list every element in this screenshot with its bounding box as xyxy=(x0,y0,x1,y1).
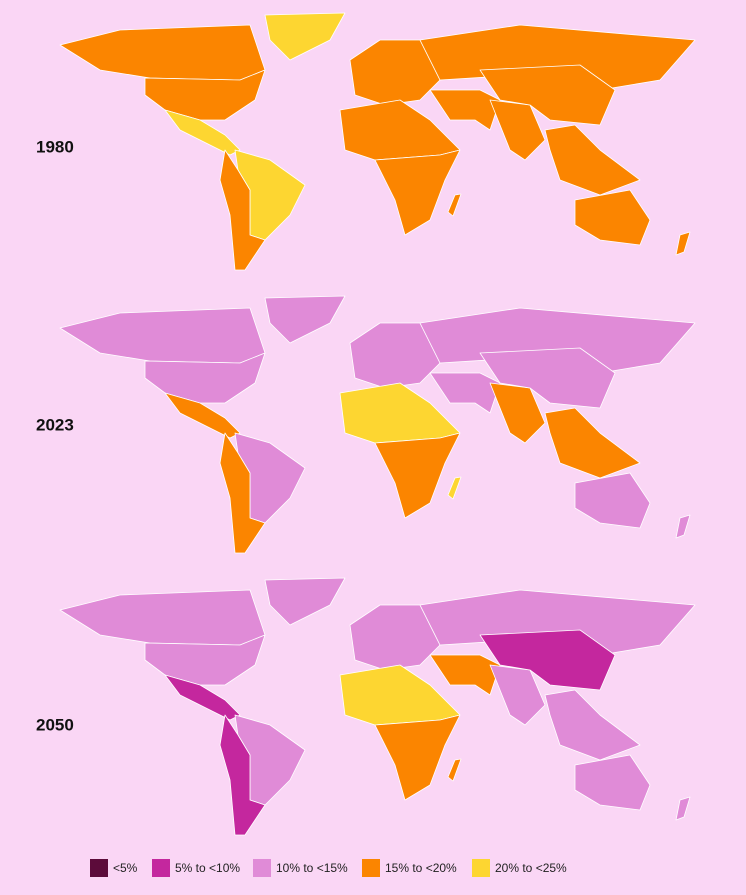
world-map xyxy=(59,12,696,271)
legend-swatch xyxy=(472,859,490,877)
region xyxy=(219,149,266,271)
region xyxy=(429,89,501,131)
region xyxy=(144,69,266,121)
legend-label: 5% to <10% xyxy=(175,861,240,875)
region xyxy=(544,124,641,196)
legend-label: 10% to <15% xyxy=(276,861,348,875)
legend-label: 15% to <20% xyxy=(385,861,457,875)
region xyxy=(264,12,346,61)
legend-label: 20% to <25% xyxy=(495,861,567,875)
region xyxy=(447,476,462,500)
region xyxy=(59,24,266,81)
region xyxy=(544,407,641,479)
region xyxy=(574,189,651,246)
world-map xyxy=(59,295,696,554)
legend-swatch xyxy=(362,859,380,877)
legend-label: <5% xyxy=(113,861,138,875)
region xyxy=(479,64,616,126)
world-map xyxy=(59,577,696,836)
region xyxy=(675,796,691,821)
year-label: 2023 xyxy=(36,415,74,434)
legend-swatch xyxy=(90,859,108,877)
region xyxy=(447,193,462,217)
legend-swatch xyxy=(253,859,271,877)
region xyxy=(219,432,266,554)
region xyxy=(374,714,461,801)
legend-swatch xyxy=(152,859,170,877)
region xyxy=(574,472,651,529)
region xyxy=(264,295,346,344)
region xyxy=(574,754,651,811)
year-label: 1980 xyxy=(36,137,74,156)
region xyxy=(374,149,461,236)
region xyxy=(339,99,461,161)
region xyxy=(429,372,501,414)
region xyxy=(447,758,462,782)
region xyxy=(144,352,266,404)
region xyxy=(675,231,691,256)
region xyxy=(219,714,266,836)
region xyxy=(144,634,266,686)
region xyxy=(339,382,461,444)
region xyxy=(429,654,501,696)
year-label: 2050 xyxy=(36,715,74,734)
region xyxy=(675,514,691,539)
region xyxy=(374,432,461,519)
region xyxy=(59,589,266,646)
region xyxy=(59,307,266,364)
region xyxy=(544,689,641,761)
region xyxy=(479,347,616,409)
region xyxy=(264,577,346,626)
region xyxy=(339,664,461,726)
region xyxy=(479,629,616,691)
